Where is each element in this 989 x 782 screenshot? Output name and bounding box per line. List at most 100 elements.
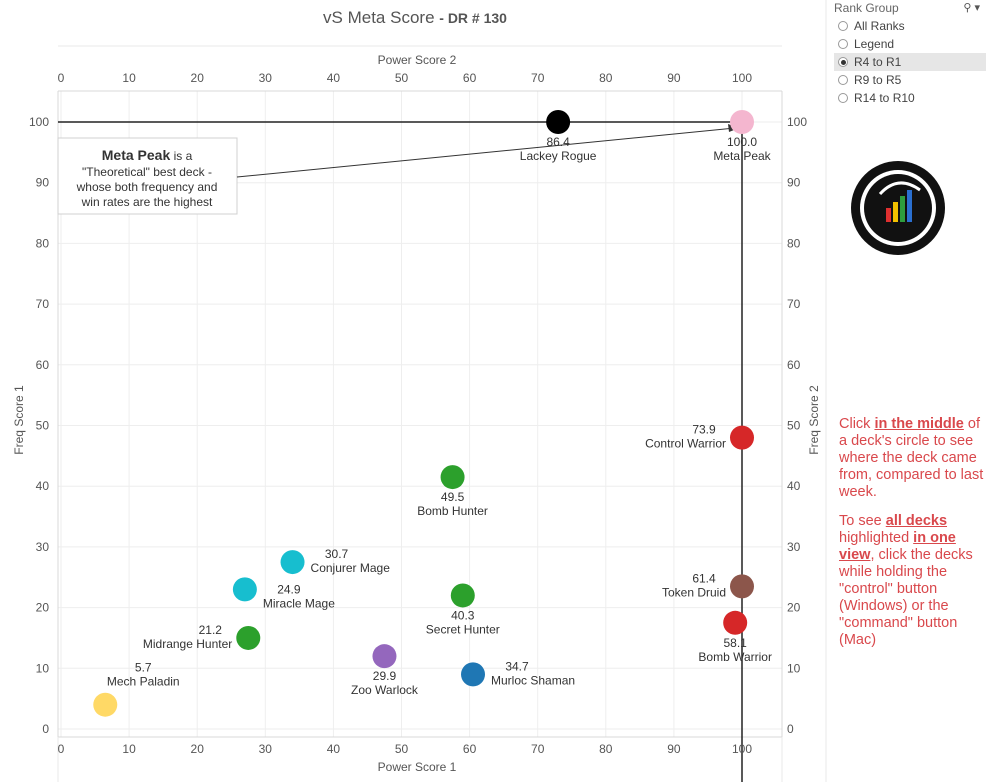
deck-circle[interactable] — [450, 583, 475, 608]
x-tick-label-bottom: 50 — [395, 742, 409, 756]
x-tick-label-top: 30 — [259, 71, 273, 85]
rank-group-header: Rank Group ⚲ ▾ — [834, 0, 986, 17]
annotation-box — [57, 137, 238, 215]
chart-title: vS Meta Score - DR # 130 — [323, 8, 507, 27]
rank-option-r9-to-r5[interactable]: R9 to R5 — [834, 71, 986, 89]
radio-icon[interactable] — [838, 93, 848, 103]
rank-option-all-ranks[interactable]: All Ranks — [834, 17, 986, 35]
search-dropdown-icon[interactable]: ⚲ ▾ — [963, 2, 980, 14]
deck-name-label: Control Warrior — [645, 437, 726, 451]
annotation-line-3: whose both frequency and — [76, 180, 218, 194]
help-paragraph-2: To see all decks highlighted in one view… — [839, 513, 973, 648]
y-tick-label-right: 0 — [787, 722, 794, 736]
deck-score-label: 5.7 — [135, 661, 152, 675]
rank-option-label: R14 to R10 — [854, 91, 915, 105]
deck-name-label: Mech Paladin — [107, 675, 180, 689]
deck-name-label: Midrange Hunter — [143, 637, 232, 651]
help-paragraph-1: Click in the middle of a deck's circle t… — [839, 416, 984, 500]
deck-score-label: 21.2 — [199, 623, 223, 637]
x-tick-label-top: 50 — [395, 71, 409, 85]
y-tick-label-left: 80 — [36, 236, 50, 250]
deck-circle[interactable] — [280, 550, 305, 575]
deck-name-label: Token Druid — [662, 585, 726, 599]
deck-score-label: 40.3 — [451, 608, 475, 622]
meta-peak-annotation: Meta Peak is a "Theoretical" best deck -… — [57, 124, 739, 215]
deck-name-label: Conjurer Mage — [311, 561, 391, 575]
x-tick-label-top: 70 — [531, 71, 545, 85]
radio-icon[interactable] — [838, 39, 848, 49]
rank-option-label: Legend — [854, 37, 895, 51]
deck-circle[interactable] — [372, 644, 397, 669]
deck-circle[interactable] — [232, 577, 257, 602]
x-tick-label-bottom: 60 — [463, 742, 477, 756]
deck-name-label: Lackey Rogue — [520, 149, 597, 163]
y-tick-label-left: 70 — [36, 297, 50, 311]
rank-option-label: All Ranks — [854, 19, 905, 33]
deck-circle[interactable] — [730, 574, 754, 599]
deck-score-label: 29.9 — [373, 669, 397, 683]
y-axis-title-right: Freq Score 2 — [807, 385, 821, 455]
radio-icon[interactable] — [838, 75, 848, 85]
y-tick-label-right: 30 — [787, 540, 801, 554]
deck-circle[interactable] — [723, 610, 748, 635]
deck-circle[interactable] — [730, 110, 754, 134]
deck-score-label: 58.1 — [724, 636, 748, 650]
scatter-chart: vS Meta Score - DR # 130 Power Score 2 P… — [12, 0, 827, 782]
deck-circle[interactable] — [236, 625, 261, 650]
y-tick-label-right: 80 — [787, 236, 801, 250]
x-axis-title-bottom: Power Score 1 — [378, 760, 457, 774]
rank-options: All Ranks Legend R4 to R1 R9 to R5 R14 to R1… — [834, 17, 986, 107]
help-text: Click in the middle of a deck's circle t… — [839, 416, 984, 661]
x-tick-label-top: 20 — [191, 71, 205, 85]
deck-circle[interactable] — [730, 425, 754, 450]
x-tick-label-bottom: 10 — [122, 742, 136, 756]
rank-option-r4-to-r1[interactable]: R4 to R1 — [834, 53, 986, 71]
deck-name-label: Bomb Hunter — [417, 504, 488, 518]
y-tick-label-right: 100 — [787, 115, 807, 129]
y-tick-label-right: 20 — [787, 601, 801, 615]
deck-score-label: 86.4 — [546, 135, 570, 149]
rank-option-label: R4 to R1 — [854, 55, 902, 69]
deck-circle[interactable] — [546, 110, 571, 134]
annotation-line-4: win rates are the highest — [81, 195, 213, 209]
deck-circle[interactable] — [440, 465, 465, 490]
rank-option-label: R9 to R5 — [854, 73, 902, 87]
y-tick-label-right: 90 — [787, 176, 801, 190]
rank-group-filter: Rank Group ⚲ ▾ All Ranks Legend R4 to R1 R9… — [834, 0, 986, 107]
radio-icon[interactable] — [838, 21, 848, 31]
deck-score-label: 34.7 — [505, 659, 529, 673]
rank-option-r14-to-r10[interactable]: R14 to R10 — [834, 89, 986, 107]
y-tick-label-left: 100 — [29, 115, 49, 129]
radio-dot-icon — [840, 59, 846, 65]
deck-circle[interactable] — [461, 662, 486, 687]
y-tick-label-left: 60 — [36, 358, 50, 372]
y-tick-label-right: 50 — [787, 419, 801, 433]
reference-lines — [58, 121, 743, 782]
y-tick-label-left: 40 — [36, 479, 50, 493]
deck-circle[interactable] — [93, 692, 118, 717]
x-tick-label-top: 90 — [667, 71, 681, 85]
rank-option-legend[interactable]: Legend — [834, 35, 986, 53]
x-tick-label-bottom: 0 — [58, 742, 65, 756]
y-tick-label-left: 90 — [36, 176, 50, 190]
x-ticks: 0 0 10 10 20 20 30 30 40 40 50 50 60 60 70 70 80 80 90 90 10… — [58, 71, 753, 756]
radio-icon[interactable] — [838, 57, 848, 67]
deck-score-label: 61.4 — [692, 571, 716, 585]
deck-name-label: Zoo Warlock — [351, 683, 419, 697]
x-tick-label-top: 40 — [327, 71, 341, 85]
y-tick-label-left: 20 — [36, 601, 50, 615]
